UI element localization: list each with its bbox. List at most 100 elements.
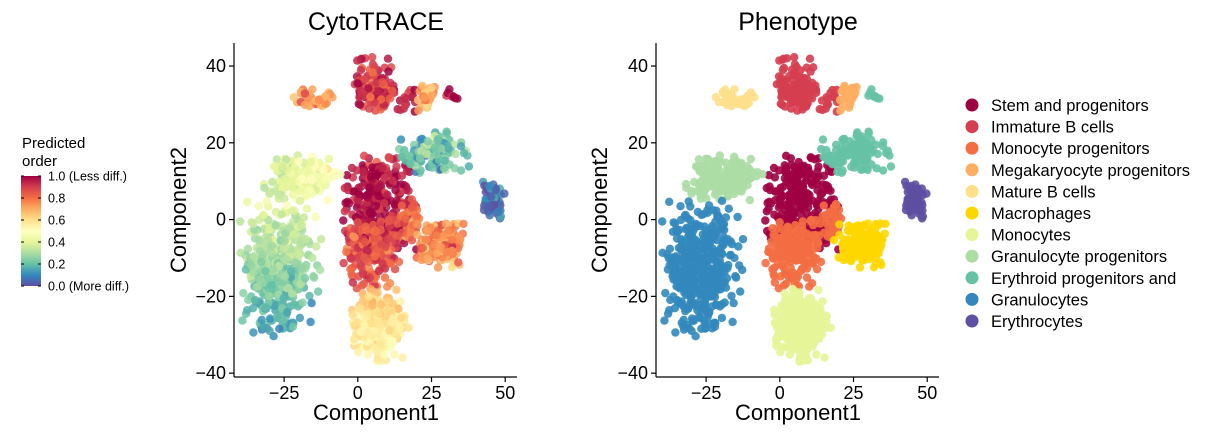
phenotype-point: [836, 106, 845, 115]
phenotype-point: [835, 220, 844, 229]
phenotype-point: [808, 342, 817, 351]
cytotrace-point: [356, 304, 365, 313]
cytotrace-point: [267, 241, 277, 251]
phenotype-point: [704, 284, 714, 293]
phenotype-x-tick-label: 50: [917, 383, 937, 403]
phenotype-point: [693, 221, 702, 230]
phenotype-point: [807, 94, 817, 103]
phenotype-point: [717, 187, 726, 196]
cytotrace-point: [456, 142, 466, 151]
cytotrace-point: [423, 137, 432, 146]
cytotrace-point: [280, 194, 289, 203]
phenotype-point: [702, 272, 712, 281]
phenotype-point: [802, 199, 811, 208]
legend-swatch: [965, 292, 979, 306]
phenotype-point: [810, 86, 819, 96]
cytotrace-point: [388, 86, 397, 96]
cytotrace-point: [427, 83, 436, 93]
phenotype-point: [816, 304, 825, 313]
cytotrace-point: [362, 245, 371, 254]
colorbar-tick-label: 0.2: [48, 258, 65, 272]
phenotype-point: [786, 292, 796, 301]
cytotrace-point: [451, 94, 460, 103]
cytotrace-point: [363, 310, 372, 319]
phenotype-point: [806, 216, 815, 226]
cytotrace-point: [348, 310, 357, 319]
legend-swatch: [965, 141, 979, 155]
phenotype-point: [711, 93, 720, 102]
phenotype-point: [782, 238, 792, 247]
phenotype-point: [775, 253, 784, 262]
legend-swatch: [965, 249, 979, 263]
cytotrace-point: [257, 315, 266, 324]
phenotype-point: [805, 190, 814, 200]
phenotype-point: [709, 176, 718, 185]
phenotype-point: [704, 201, 714, 210]
cytotrace-point: [366, 92, 375, 102]
phenotype-point: [813, 200, 822, 209]
legend-label: Immature B cells: [991, 119, 1114, 137]
cytotrace-point: [354, 189, 364, 198]
legend-label: Monocyte progenitors: [991, 140, 1150, 158]
cytotrace-point: [347, 254, 356, 263]
cytotrace-point: [354, 347, 363, 357]
cytotrace-point: [350, 233, 359, 242]
phenotype-point: [720, 298, 729, 307]
cytotrace-point: [260, 183, 269, 192]
cytotrace-point: [356, 182, 366, 192]
cytotrace-point: [368, 53, 377, 62]
phenotype-x-label: Component1: [735, 400, 861, 425]
phenotype-point: [922, 189, 931, 198]
cytotrace-point: [356, 261, 365, 270]
cytotrace-point: [306, 157, 316, 167]
phenotype-point: [734, 242, 743, 251]
phenotype-point: [907, 181, 916, 191]
phenotype-point: [728, 317, 737, 327]
cytotrace-point: [360, 321, 369, 330]
phenotype-panel: Phenotype −25 0 25 50 −40 −20 0 20 40 Component1…: [587, 8, 939, 425]
cytotrace-point: [430, 240, 439, 249]
cytotrace-point: [243, 244, 253, 253]
phenotype-point: [878, 166, 888, 175]
cytotrace-point: [258, 250, 268, 259]
phenotype-point: [716, 157, 725, 166]
cytotrace-point: [363, 190, 372, 199]
cytotrace-point: [391, 186, 400, 195]
phenotype-point: [821, 239, 831, 248]
phenotype-point: [785, 310, 794, 319]
cytotrace-point: [257, 257, 266, 267]
cytotrace-point: [494, 207, 503, 217]
phenotype-point: [795, 355, 804, 364]
cytotrace-point: [451, 149, 460, 159]
cytotrace-point: [380, 173, 389, 182]
cytotrace-point: [370, 98, 379, 108]
phenotype-point: [790, 53, 799, 62]
phenotype-point: [680, 250, 690, 259]
phenotype-point: [731, 273, 741, 282]
colorbar-gradient: [21, 176, 41, 286]
cytotrace-point: [398, 353, 407, 362]
cytotrace-point: [278, 161, 288, 170]
phenotype-y-tick-label: 0: [638, 210, 648, 230]
phenotype-point: [779, 281, 789, 290]
phenotype-point: [877, 235, 887, 244]
phenotype-point: [775, 56, 784, 65]
phenotype-point: [777, 210, 786, 219]
cytotrace-point: [277, 210, 286, 219]
cytotrace-point: [265, 326, 274, 336]
phenotype-point: [794, 78, 803, 87]
cytotrace-point: [250, 295, 260, 305]
cytotrace-point: [259, 210, 268, 220]
cytotrace-point: [368, 163, 377, 172]
phenotype-point: [694, 155, 703, 164]
phenotype-point: [774, 317, 784, 327]
phenotype-point: [864, 127, 873, 136]
cytotrace-point: [392, 162, 401, 171]
phenotype-point: [820, 353, 829, 362]
cytotrace-point: [296, 279, 305, 289]
phenotype-point: [811, 313, 820, 323]
cytotrace-point: [319, 165, 328, 174]
phenotype-point: [741, 165, 750, 174]
phenotype-point: [886, 162, 896, 171]
phenotype-point: [855, 136, 865, 145]
